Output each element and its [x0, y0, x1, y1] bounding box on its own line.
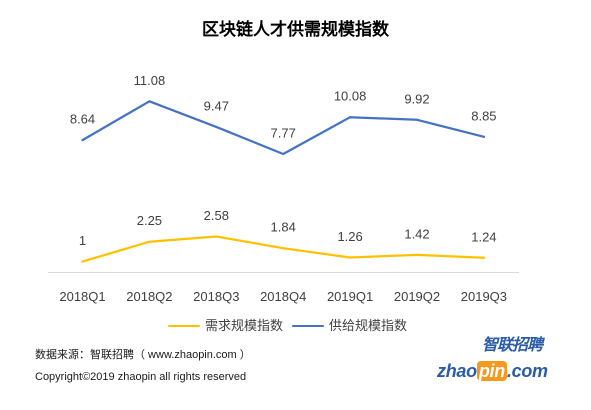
legend-label-supply: 供给规模指数	[329, 318, 408, 333]
demand-data-label: 2.25	[137, 213, 162, 228]
demand-data-point	[416, 253, 418, 256]
data-source-note: 数据来源：智联招聘（ www.zhaopin.com ）	[35, 349, 251, 361]
data-labels: 1 2.25 2.58 1.84 1.26 1.42 1.24 8.64 11.08 9.47 7.…	[70, 73, 497, 248]
data-points	[81, 100, 485, 263]
x-tick-label: 2018Q3	[193, 289, 239, 304]
supply-data-label: 11.08	[134, 73, 166, 88]
x-tick-labels: 2018Q1 2018Q2 2018Q3 2018Q4 2019Q1 2019Q2 2019…	[59, 289, 507, 304]
supply-data-label: 7.77	[271, 126, 296, 141]
demand-data-label: 1.84	[271, 220, 296, 235]
zhaopin-logo-cn: 智联招聘	[482, 337, 543, 354]
demand-data-point	[482, 256, 485, 259]
line-chart: 2018Q1 2018Q2 2018Q3 2018Q4 2019Q1 2019Q2 2019…	[48, 73, 519, 304]
supply-data-label: 9.47	[204, 98, 229, 113]
demand-data-label: 1	[79, 233, 86, 248]
x-tick-label: 2018Q1	[59, 289, 105, 304]
logo-en-pin: pin	[476, 361, 507, 381]
supply-data-label: 8.85	[471, 108, 496, 123]
supply-data-point	[282, 152, 285, 155]
demand-data-point	[282, 247, 285, 250]
demand-data-label: 1.42	[404, 226, 429, 241]
demand-data-point	[349, 256, 352, 259]
demand-data-label: 1.26	[337, 229, 362, 244]
x-tick-label: 2018Q4	[260, 289, 306, 304]
supply-data-point	[482, 135, 485, 138]
supply-data-label: 9.92	[404, 91, 429, 106]
legend-swatch-supply	[292, 325, 325, 327]
supply-data-label: 8.64	[70, 112, 95, 127]
zhaopin-logo-en: zhao pin .com	[437, 360, 548, 382]
x-tick-label: 2019Q3	[461, 289, 507, 304]
supply-data-point	[215, 125, 218, 128]
supply-data-point	[349, 116, 352, 119]
legend-item-supply: 供给规模指数	[292, 318, 407, 334]
legend-item-demand: 需求规模指数	[168, 318, 283, 334]
legend: 需求规模指数 供给规模指数	[168, 318, 416, 334]
x-tick-label: 2019Q1	[327, 289, 373, 304]
supply-data-point	[81, 139, 84, 142]
supply-data-point	[416, 118, 418, 121]
x-tick-label: 2018Q2	[126, 289, 172, 304]
logo-en-zhao: zhao	[437, 361, 477, 381]
supply-data-point	[148, 100, 151, 103]
demand-data-point	[215, 235, 218, 238]
demand-data-point	[81, 260, 84, 263]
logo-en-com: .com	[506, 361, 548, 381]
supply-data-label: 10.08	[334, 89, 367, 104]
x-tick-label: 2019Q2	[394, 289, 440, 304]
demand-data-label: 2.58	[204, 208, 229, 223]
copyright-note: Copyright©2019 zhaopin all rights reserv…	[35, 371, 247, 383]
legend-label-demand: 需求规模指数	[205, 318, 284, 333]
chart-title: 区块链人才供需规模指数	[202, 20, 389, 39]
demand-data-label: 1.24	[471, 229, 496, 244]
demand-data-point	[148, 240, 151, 243]
legend-swatch-demand	[168, 325, 200, 327]
